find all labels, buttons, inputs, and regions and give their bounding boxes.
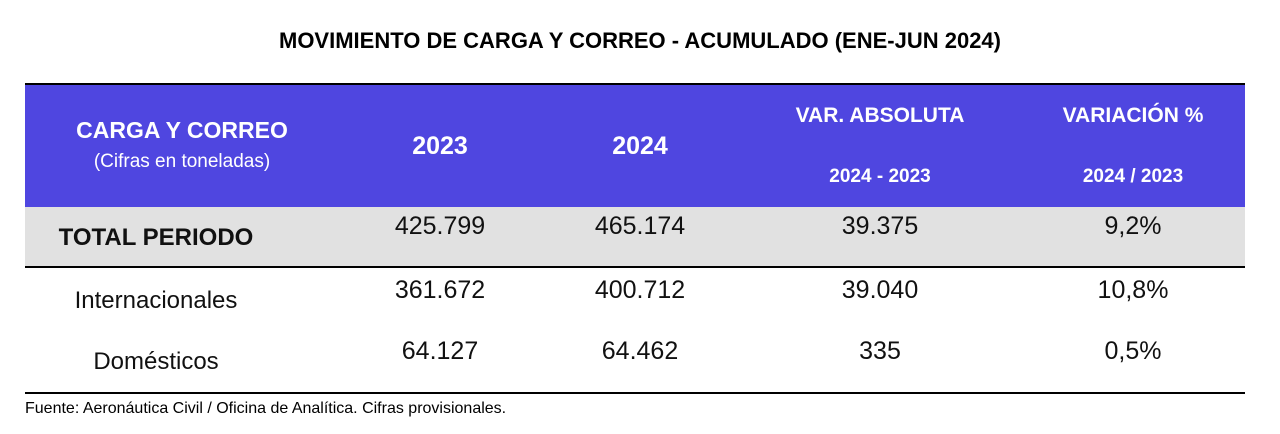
header-band xyxy=(25,83,1245,207)
cell: 361.672 xyxy=(394,276,486,304)
column-label: 2023 xyxy=(412,132,468,160)
row-label: TOTAL PERIODO xyxy=(58,224,254,251)
cell: 64.127 xyxy=(401,337,479,365)
cell: 9,2% xyxy=(1104,212,1162,240)
column-sublabel: 2024 / 2023 xyxy=(1082,166,1184,187)
cell: 335 xyxy=(859,337,901,365)
title: MOVIMIENTO DE CARGA Y CORREO - ACUMULADO… xyxy=(278,28,1002,53)
column-label: CARGA Y CORREO xyxy=(76,117,288,143)
cell: 39.375 xyxy=(841,212,919,240)
cell: 400.712 xyxy=(594,276,686,304)
cell: 465.174 xyxy=(594,212,686,240)
total-band xyxy=(25,207,1245,268)
column-sublabel: 2024 - 2023 xyxy=(829,166,931,187)
source-note: Fuente: Aeronáutica Civil / Oficina de A… xyxy=(25,400,507,417)
row-label: Internacionales xyxy=(74,287,238,314)
column-label: 2024 xyxy=(612,132,668,160)
column-label: VAR. ABSOLUTA xyxy=(795,104,965,127)
cell: 10,8% xyxy=(1097,276,1169,304)
bottom-rule xyxy=(25,392,1245,394)
cell: 0,5% xyxy=(1104,337,1162,365)
column-label: VARIACIÓN % xyxy=(1062,104,1204,127)
row-label: Domésticos xyxy=(93,348,219,375)
cell: 64.462 xyxy=(601,337,679,365)
cell: 425.799 xyxy=(394,212,486,240)
column-sublabel: (Cifras en toneladas) xyxy=(93,151,271,172)
cell: 39.040 xyxy=(841,276,919,304)
